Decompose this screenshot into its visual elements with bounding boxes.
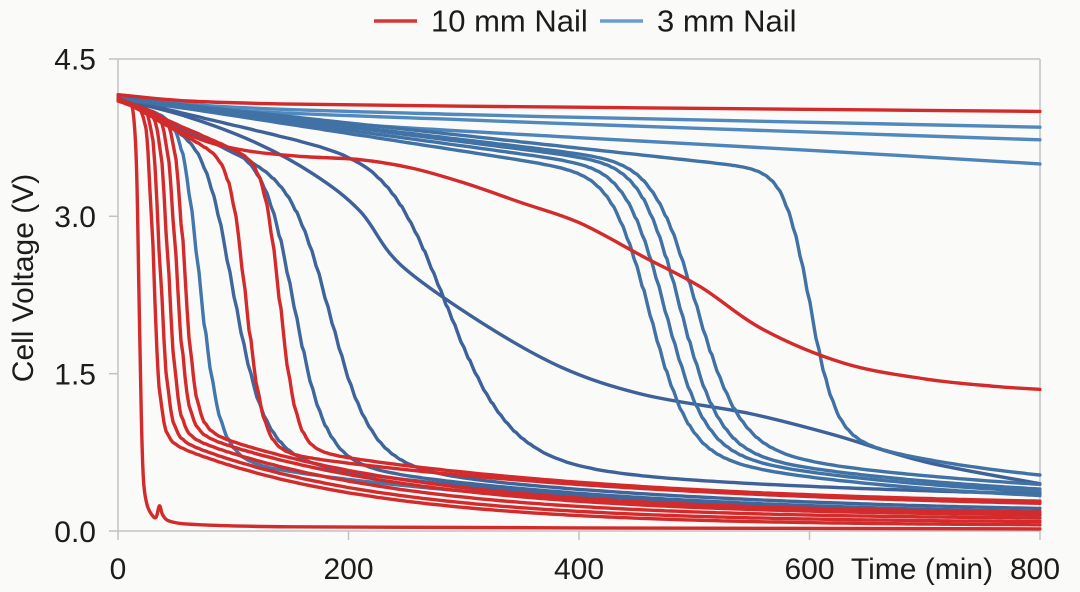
svg-text:3.0: 3.0 <box>54 201 96 234</box>
svg-text:Cell Voltage (V): Cell Voltage (V) <box>7 174 40 382</box>
svg-text:200: 200 <box>323 553 373 586</box>
svg-text:800: 800 <box>1010 553 1060 586</box>
svg-text:400: 400 <box>554 553 604 586</box>
svg-text:1.5: 1.5 <box>54 359 96 392</box>
svg-text:0: 0 <box>110 553 127 586</box>
svg-text:0.0: 0.0 <box>54 516 96 549</box>
svg-text:3 mm Nail: 3 mm Nail <box>657 4 797 39</box>
svg-text:600: 600 <box>784 553 834 586</box>
svg-text:4.5: 4.5 <box>54 43 96 76</box>
svg-text:10 mm Nail: 10 mm Nail <box>431 4 588 39</box>
svg-text:Time (min): Time (min) <box>851 553 993 586</box>
